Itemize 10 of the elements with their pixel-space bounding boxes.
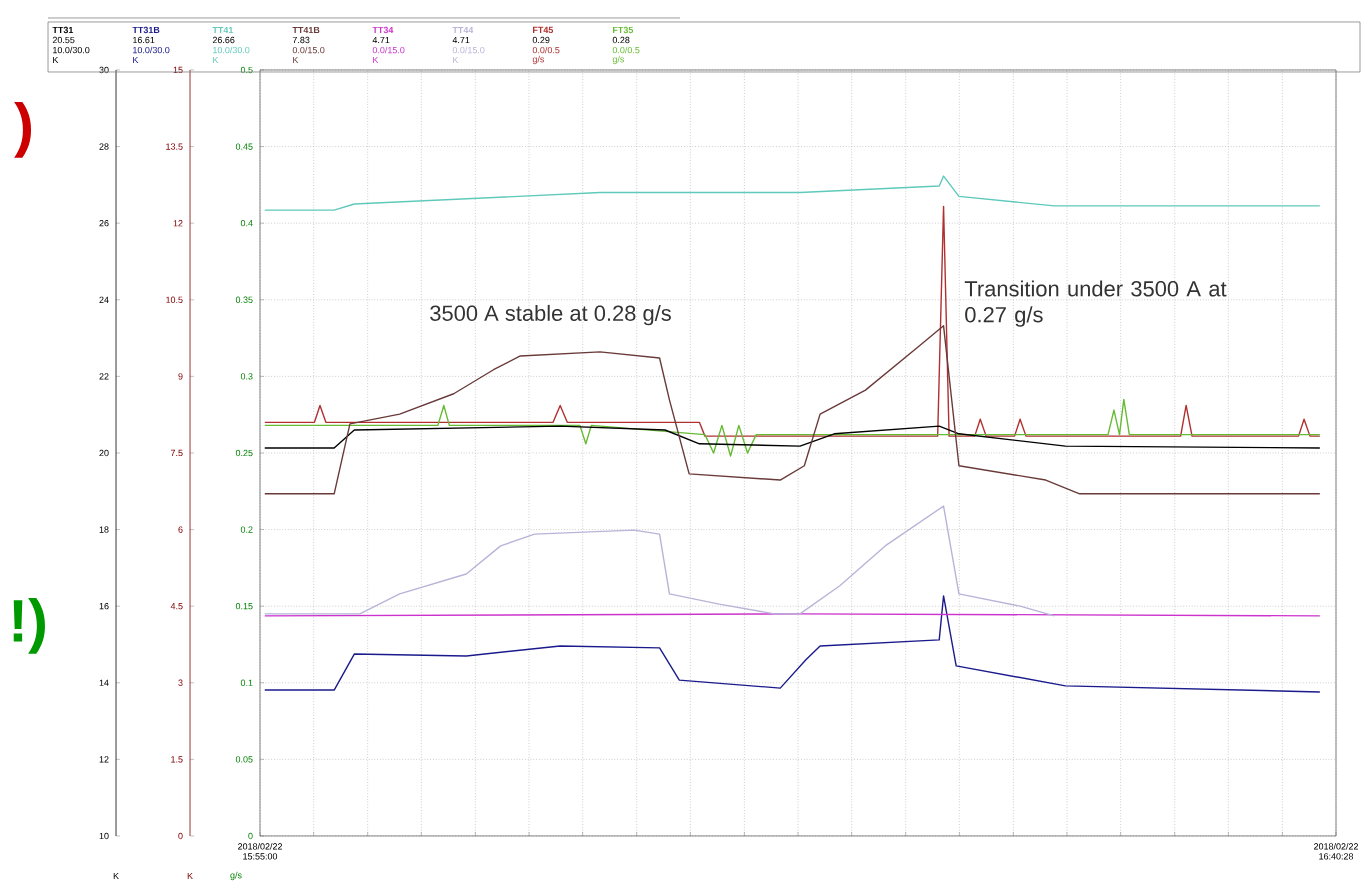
line-series	[264, 425, 1321, 449]
text: !)	[13, 598, 45, 654]
annotation: Transition under 3500 A at 0.27 g/s	[964, 280, 1227, 327]
line-series	[264, 505, 1056, 617]
annotation: 3500 A stable at 0.28 g/s	[430, 304, 671, 326]
line-series	[264, 205, 1321, 437]
line-series	[264, 595, 1321, 693]
line-series	[264, 175, 1321, 211]
line-series	[264, 325, 1321, 495]
text: )	[14, 102, 31, 158]
